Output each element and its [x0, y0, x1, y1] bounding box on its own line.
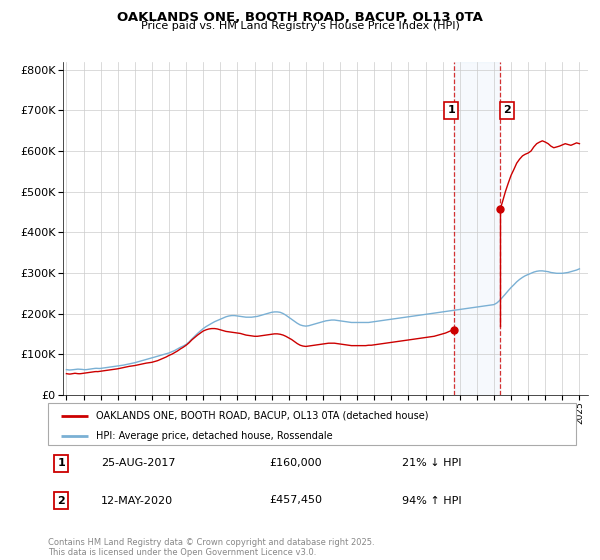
Text: HPI: Average price, detached house, Rossendale: HPI: Average price, detached house, Ross… [95, 431, 332, 441]
Text: 1: 1 [58, 459, 65, 468]
Text: 1: 1 [448, 105, 455, 115]
Text: Contains HM Land Registry data © Crown copyright and database right 2025.
This d: Contains HM Land Registry data © Crown c… [48, 538, 374, 557]
Text: 21% ↓ HPI: 21% ↓ HPI [402, 459, 461, 468]
Text: 94% ↑ HPI: 94% ↑ HPI [402, 496, 461, 506]
Text: 2: 2 [58, 496, 65, 506]
Text: 25-AUG-2017: 25-AUG-2017 [101, 459, 175, 468]
Text: Price paid vs. HM Land Registry's House Price Index (HPI): Price paid vs. HM Land Registry's House … [140, 21, 460, 31]
Text: £457,450: £457,450 [270, 496, 323, 506]
Text: OAKLANDS ONE, BOOTH ROAD, BACUP, OL13 0TA (detached house): OAKLANDS ONE, BOOTH ROAD, BACUP, OL13 0T… [95, 411, 428, 421]
Bar [454, 62, 500, 395]
Text: £160,000: £160,000 [270, 459, 322, 468]
Text: 2: 2 [503, 105, 511, 115]
Text: OAKLANDS ONE, BOOTH ROAD, BACUP, OL13 0TA: OAKLANDS ONE, BOOTH ROAD, BACUP, OL13 0T… [117, 11, 483, 24]
Text: 12-MAY-2020: 12-MAY-2020 [101, 496, 173, 506]
